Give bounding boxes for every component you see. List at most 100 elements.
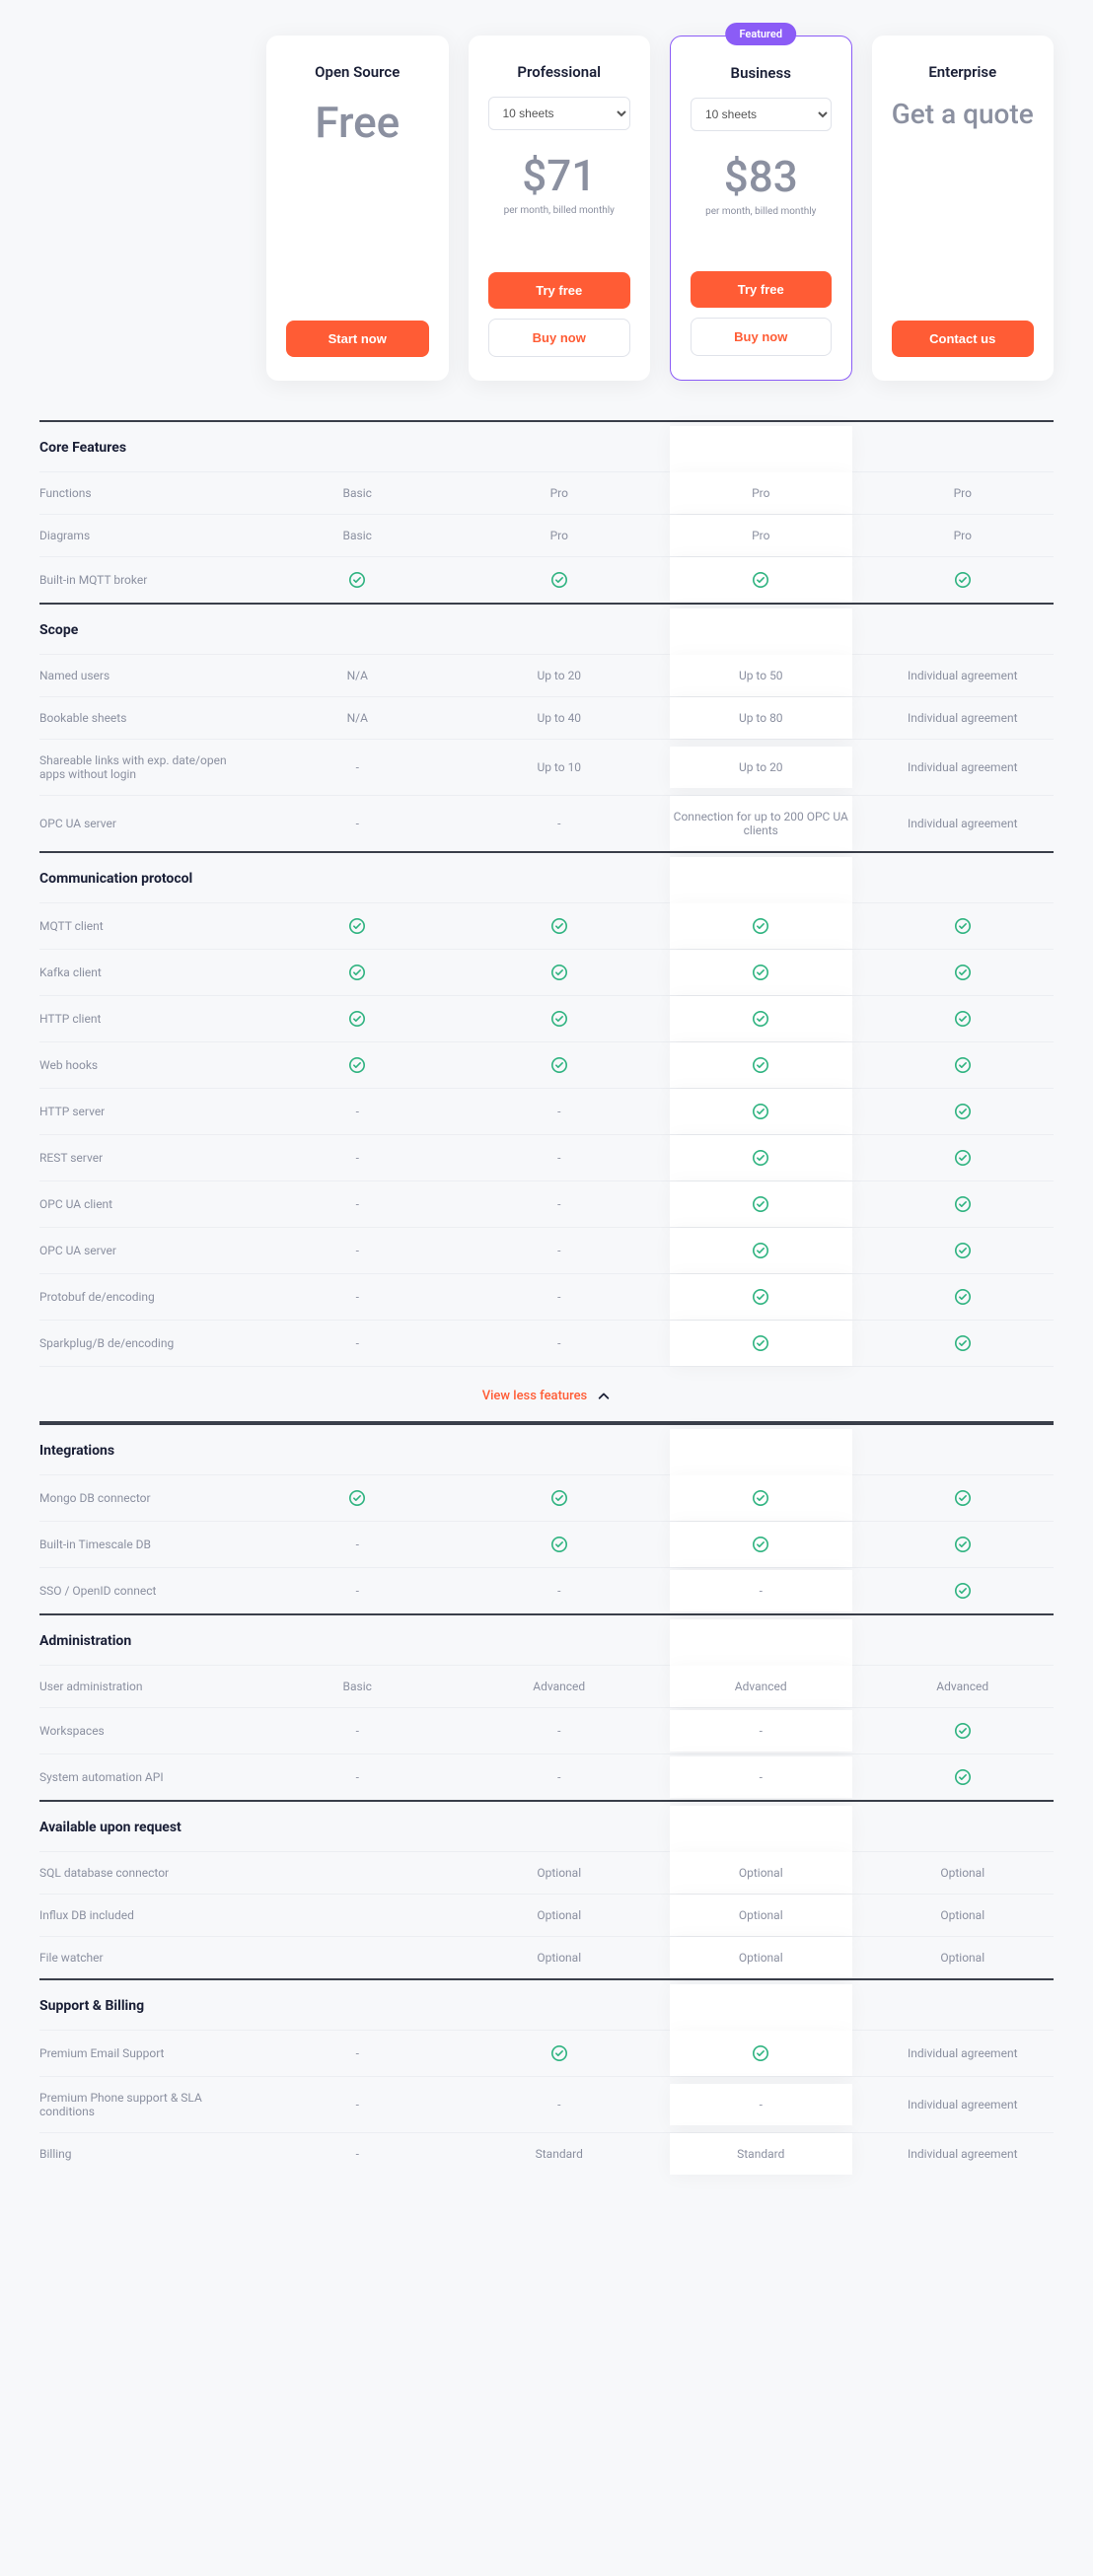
feature-cell: -: [469, 1105, 651, 1118]
dash-icon: -: [356, 1244, 359, 1257]
plan-cta-button[interactable]: Try free: [691, 271, 832, 308]
feature-cell: [670, 950, 852, 995]
feature-cell: -: [469, 1244, 651, 1257]
feature-label: Built-in Timescale DB: [39, 1538, 247, 1551]
check-icon: [550, 1536, 568, 1553]
sheets-select[interactable]: 10 sheets: [691, 98, 832, 131]
feature-cell: [872, 1195, 1055, 1213]
feature-cell: Advanced: [469, 1680, 651, 1693]
feature-cell: -: [266, 1105, 449, 1118]
feature-cell: [469, 1489, 651, 1507]
check-icon: [954, 571, 972, 589]
feature-cell: -: [469, 1290, 651, 1304]
section-header-row: Communication protocol: [39, 851, 1054, 902]
feature-row: System automation API ---: [39, 1753, 1054, 1800]
feature-cell: Individual agreement: [872, 817, 1055, 830]
feature-cell: -: [266, 1151, 449, 1165]
dash-icon: -: [356, 1105, 359, 1118]
feature-cell: -: [469, 817, 651, 830]
sheets-select[interactable]: 10 sheets: [488, 97, 631, 130]
dash-icon: -: [356, 2147, 359, 2161]
plan-cta-button[interactable]: Buy now: [488, 319, 631, 357]
feature-cell: [872, 1242, 1055, 1259]
feature-row: OPC UA server --Connection for up to 200…: [39, 795, 1054, 851]
plan-cta-button[interactable]: Buy now: [691, 318, 832, 356]
dash-icon: -: [356, 1724, 359, 1738]
pricing-card: EnterpriseGet a quoteContact us: [872, 36, 1055, 381]
section-title: Core Features: [39, 440, 247, 460]
section-title: Support & Billing: [39, 1998, 247, 2018]
feature-cell: -: [266, 2147, 449, 2161]
feature-label: SQL database connector: [39, 1866, 247, 1880]
feature-row: File watcher OptionalOptionalOptional: [39, 1936, 1054, 1978]
dash-icon: -: [356, 1336, 359, 1350]
feature-cell: Pro: [872, 529, 1055, 542]
feature-row: Premium Email Support -Individual agreem…: [39, 2030, 1054, 2076]
dash-icon: -: [760, 2098, 763, 2111]
feature-cell: [266, 571, 449, 589]
feature-cell: [469, 1536, 651, 1553]
feature-cell: -: [469, 1151, 651, 1165]
check-icon: [752, 1288, 769, 1306]
feature-cell: Advanced: [670, 1666, 852, 1707]
feature-cell: -: [266, 1770, 449, 1784]
feature-row: HTTP server --: [39, 1088, 1054, 1134]
feature-cell: N/A: [266, 669, 449, 682]
dash-icon: -: [356, 1151, 359, 1165]
feature-label: Premium Phone support & SLA conditions: [39, 2091, 247, 2118]
feature-row: Workspaces ---: [39, 1707, 1054, 1753]
quote-text: Get a quote: [892, 97, 1034, 132]
dash-icon: -: [356, 1770, 359, 1784]
feature-cell: [670, 1135, 852, 1181]
feature-label: Influx DB included: [39, 1908, 247, 1922]
section-header-row: Available upon request: [39, 1800, 1054, 1851]
feature-cell: [670, 1475, 852, 1521]
dash-icon: -: [557, 1336, 560, 1350]
feature-cell: Optional: [670, 1937, 852, 1978]
feature-cell: [469, 571, 651, 589]
feature-row: Mongo DB connector: [39, 1474, 1054, 1521]
feature-row: MQTT client: [39, 902, 1054, 949]
plan-cta-button[interactable]: Start now: [286, 321, 429, 357]
feature-cell: [469, 964, 651, 981]
section-header-row: Integrations: [39, 1423, 1054, 1474]
feature-cell: Basic: [266, 486, 449, 500]
feature-cell: Up to 40: [469, 711, 651, 725]
feature-label: Bookable sheets: [39, 711, 247, 725]
dash-icon: -: [356, 1290, 359, 1304]
feature-cell: -: [469, 1197, 651, 1211]
feature-cell: [266, 917, 449, 935]
feature-cell: [872, 1489, 1055, 1507]
feature-row: Protobuf de/encoding --: [39, 1273, 1054, 1320]
feature-label: Named users: [39, 669, 247, 682]
feature-row: HTTP client: [39, 995, 1054, 1041]
feature-cell: [872, 1722, 1055, 1740]
feature-cell: Up to 80: [670, 697, 852, 739]
plan-cta-button[interactable]: Try free: [488, 272, 631, 309]
feature-cell: Pro: [469, 486, 651, 500]
features-table: Core Features Functions BasicProProPro D…: [39, 420, 1054, 2175]
feature-label: Shareable links with exp. date/open apps…: [39, 753, 247, 781]
dash-icon: -: [760, 1724, 763, 1738]
feature-cell: Optional: [469, 1866, 651, 1880]
check-icon: [550, 964, 568, 981]
feature-cell: [670, 557, 852, 603]
feature-cell: [872, 1582, 1055, 1600]
feature-label: Mongo DB connector: [39, 1491, 247, 1505]
check-icon: [954, 1722, 972, 1740]
dash-icon: -: [557, 1724, 560, 1738]
feature-label: Diagrams: [39, 529, 247, 542]
plan-price: Free: [315, 97, 400, 148]
plan-price: $71: [522, 150, 596, 201]
dash-icon: -: [557, 1584, 560, 1598]
plan-cta-button[interactable]: Contact us: [892, 321, 1035, 357]
feature-cell: -: [670, 1710, 852, 1752]
view-less-toggle[interactable]: View less features: [482, 1389, 612, 1403]
chevron-up-icon: [597, 1390, 611, 1403]
check-icon: [348, 1056, 366, 1074]
check-icon: [954, 1149, 972, 1167]
check-icon: [752, 1056, 769, 1074]
feature-cell: Optional: [670, 1895, 852, 1936]
dash-icon: -: [760, 1584, 763, 1598]
section-title: Available upon request: [39, 1820, 247, 1839]
